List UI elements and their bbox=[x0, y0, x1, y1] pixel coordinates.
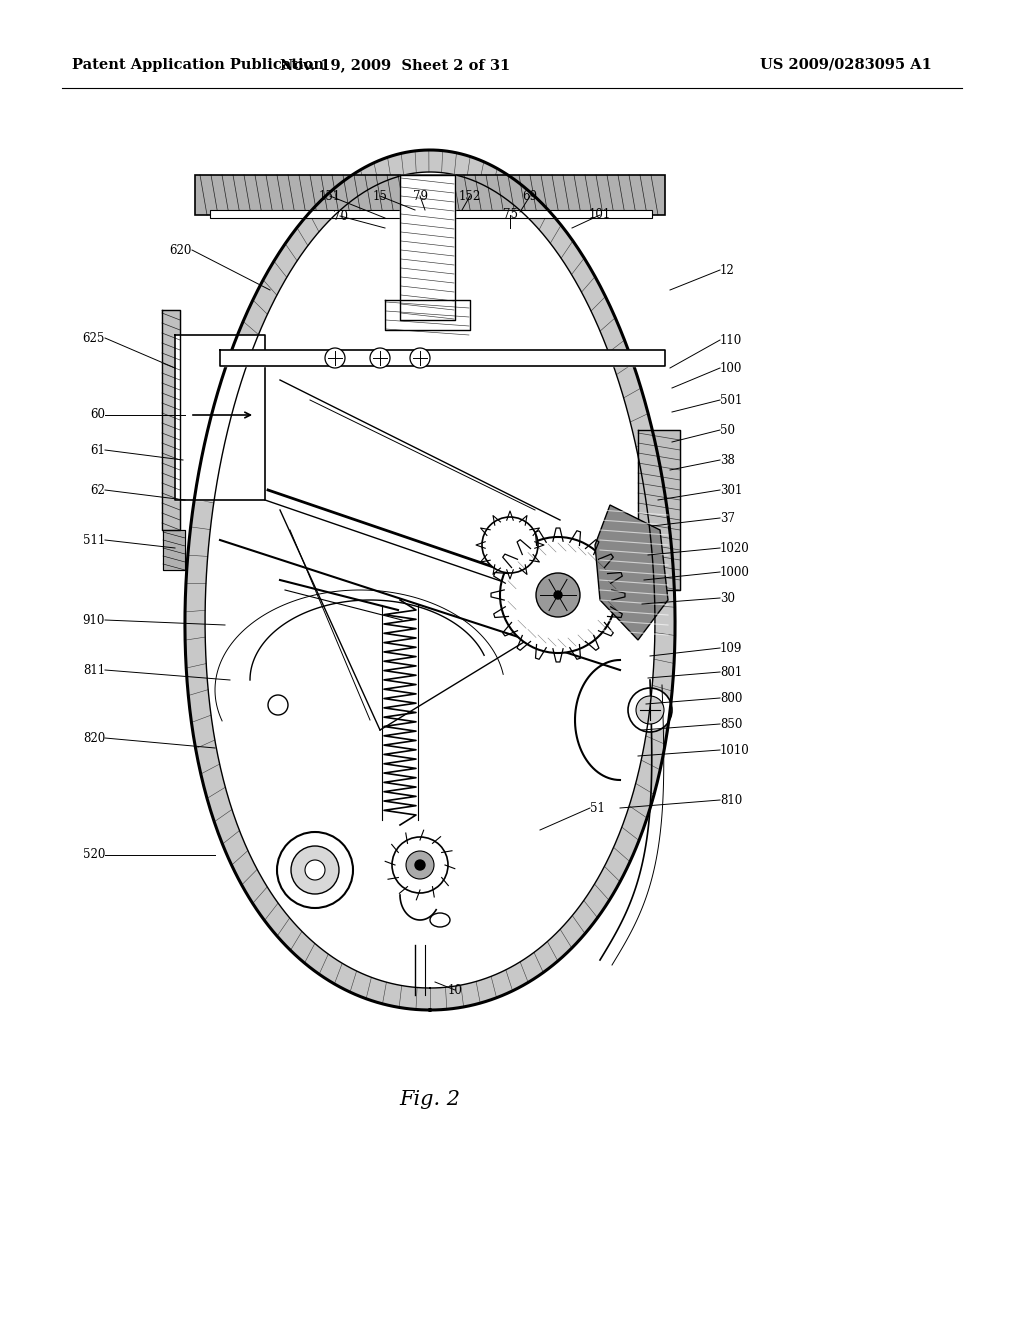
Text: 61: 61 bbox=[90, 444, 105, 457]
Circle shape bbox=[636, 696, 664, 723]
Circle shape bbox=[628, 688, 672, 733]
Text: Fig. 2: Fig. 2 bbox=[399, 1090, 461, 1109]
Text: 50: 50 bbox=[720, 424, 735, 437]
Circle shape bbox=[536, 573, 580, 616]
Text: 511: 511 bbox=[83, 533, 105, 546]
Text: 101: 101 bbox=[589, 209, 611, 222]
Text: 151: 151 bbox=[318, 190, 341, 202]
Polygon shape bbox=[162, 310, 180, 531]
Text: 520: 520 bbox=[83, 849, 105, 862]
Text: 1020: 1020 bbox=[720, 541, 750, 554]
Text: 62: 62 bbox=[90, 483, 105, 496]
Text: 30: 30 bbox=[720, 591, 735, 605]
Text: US 2009/0283095 A1: US 2009/0283095 A1 bbox=[760, 58, 932, 73]
Circle shape bbox=[482, 517, 538, 573]
Text: 800: 800 bbox=[720, 692, 742, 705]
Text: 850: 850 bbox=[720, 718, 742, 730]
Text: 109: 109 bbox=[720, 642, 742, 655]
Circle shape bbox=[410, 348, 430, 368]
Polygon shape bbox=[163, 531, 185, 570]
Circle shape bbox=[406, 851, 434, 879]
Polygon shape bbox=[595, 506, 668, 640]
Polygon shape bbox=[185, 150, 675, 1010]
Text: 38: 38 bbox=[720, 454, 735, 466]
Text: Patent Application Publication: Patent Application Publication bbox=[72, 58, 324, 73]
Text: 301: 301 bbox=[720, 483, 742, 496]
Text: 70: 70 bbox=[333, 210, 347, 223]
Polygon shape bbox=[210, 210, 652, 218]
Circle shape bbox=[370, 348, 390, 368]
Polygon shape bbox=[400, 176, 455, 319]
Polygon shape bbox=[638, 430, 680, 590]
Text: 820: 820 bbox=[83, 731, 105, 744]
Circle shape bbox=[291, 846, 339, 894]
Text: 37: 37 bbox=[720, 511, 735, 524]
Polygon shape bbox=[175, 335, 265, 500]
Text: 12: 12 bbox=[720, 264, 735, 276]
Ellipse shape bbox=[430, 913, 450, 927]
Text: 810: 810 bbox=[720, 793, 742, 807]
Text: 501: 501 bbox=[720, 393, 742, 407]
Text: 10: 10 bbox=[447, 983, 463, 997]
Text: Nov. 19, 2009  Sheet 2 of 31: Nov. 19, 2009 Sheet 2 of 31 bbox=[280, 58, 510, 73]
Polygon shape bbox=[385, 300, 470, 330]
Circle shape bbox=[268, 696, 288, 715]
Text: 79: 79 bbox=[413, 190, 427, 202]
Text: 69: 69 bbox=[522, 190, 538, 202]
Text: 910: 910 bbox=[83, 614, 105, 627]
Polygon shape bbox=[220, 350, 665, 366]
Text: 110: 110 bbox=[720, 334, 742, 346]
Polygon shape bbox=[185, 150, 675, 1010]
Circle shape bbox=[500, 537, 616, 653]
Text: 801: 801 bbox=[720, 665, 742, 678]
Text: 60: 60 bbox=[90, 408, 105, 421]
Circle shape bbox=[392, 837, 449, 894]
Text: 100: 100 bbox=[720, 362, 742, 375]
Polygon shape bbox=[195, 176, 665, 215]
Text: 152: 152 bbox=[459, 190, 481, 202]
Text: 51: 51 bbox=[590, 801, 605, 814]
Circle shape bbox=[554, 591, 562, 599]
Text: 1010: 1010 bbox=[720, 743, 750, 756]
Circle shape bbox=[415, 861, 425, 870]
Text: 625: 625 bbox=[83, 331, 105, 345]
Circle shape bbox=[325, 348, 345, 368]
Text: 1000: 1000 bbox=[720, 565, 750, 578]
Text: 620: 620 bbox=[170, 243, 193, 256]
Text: 75: 75 bbox=[503, 209, 517, 222]
Circle shape bbox=[278, 832, 353, 908]
Circle shape bbox=[305, 861, 325, 880]
Text: 15: 15 bbox=[373, 190, 387, 202]
Text: 811: 811 bbox=[83, 664, 105, 676]
